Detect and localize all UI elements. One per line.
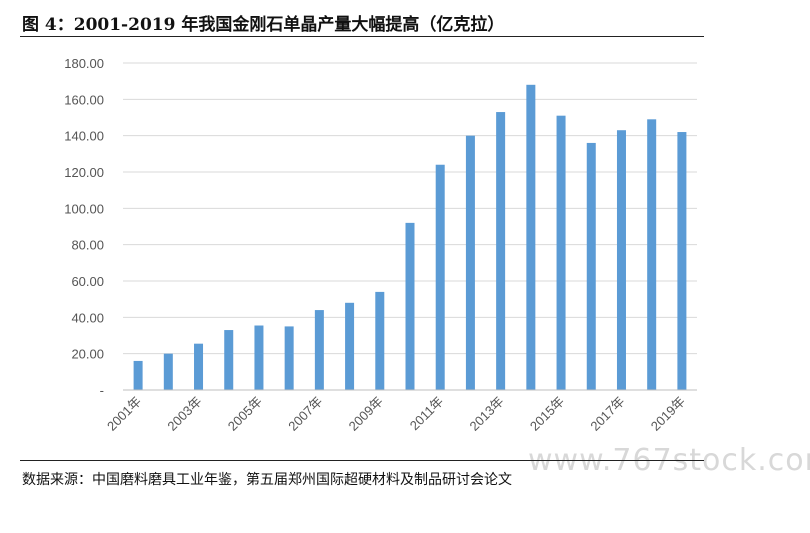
bar-2006年 <box>284 326 294 390</box>
bar-2005年 <box>254 325 264 390</box>
source-divider <box>20 460 704 461</box>
x-tick-label: 2005年 <box>225 394 265 434</box>
bar-2002年 <box>163 353 173 390</box>
bar-2001年 <box>133 360 143 390</box>
figure-source: 数据来源：中国磨料磨具工业年鉴，第五届郑州国际超硬材料及制品研讨会论文 <box>22 472 512 488</box>
x-axis-ticks: 2001年 2003年 2005年 2007年 2009年 2011年 2013年 2015年… <box>104 394 688 434</box>
bars <box>133 84 687 391</box>
y-tick-label: - <box>100 383 104 398</box>
bar-2004年 <box>224 330 234 390</box>
x-tick-label: 2007年 <box>285 394 325 434</box>
bar-2015年 <box>556 115 566 390</box>
y-tick-label: 140.00 <box>64 129 104 144</box>
bar-2010年 <box>405 222 415 390</box>
x-tick-label: 2019年 <box>648 394 688 434</box>
x-tick-label: 2015年 <box>527 394 567 434</box>
bar-2013年 <box>496 112 506 391</box>
y-tick-label: 160.00 <box>64 92 104 107</box>
y-tick-label: 120.00 <box>64 165 104 180</box>
bar-2011年 <box>435 164 445 390</box>
x-tick-label: 2017年 <box>587 394 627 434</box>
x-tick-label: 2009年 <box>346 394 386 434</box>
bar-2018年 <box>647 119 657 391</box>
y-tick-label: 20.00 <box>71 347 104 362</box>
y-tick-label: 80.00 <box>71 238 104 253</box>
bar-2014年 <box>526 84 536 391</box>
y-axis-ticks: - 20.00 40.00 60.00 80.00 100.00 120.00 140.00 1… <box>64 56 104 398</box>
x-tick-label: 2001年 <box>104 394 144 434</box>
x-tick-label: 2011年 <box>407 394 447 434</box>
bar-2007年 <box>314 310 324 390</box>
y-tick-label: 100.00 <box>64 201 104 216</box>
x-tick-label: 2013年 <box>467 394 507 434</box>
x-tick-label: 2003年 <box>164 394 204 434</box>
bar-2017年 <box>616 130 626 390</box>
y-tick-label: 180.00 <box>64 56 104 71</box>
y-tick-label: 40.00 <box>71 310 104 325</box>
figure-title: 图 4：2001-2019 年我国金刚石单晶产量大幅提高（亿克拉） <box>22 15 505 35</box>
bar-2009年 <box>375 291 385 390</box>
bar-2016年 <box>586 142 596 390</box>
bar-2012年 <box>465 135 475 390</box>
bar-2019年 <box>677 132 687 391</box>
y-tick-label: 60.00 <box>71 274 104 289</box>
bar-2003年 <box>194 343 204 390</box>
bar-2008年 <box>345 302 355 390</box>
title-divider <box>20 36 704 37</box>
